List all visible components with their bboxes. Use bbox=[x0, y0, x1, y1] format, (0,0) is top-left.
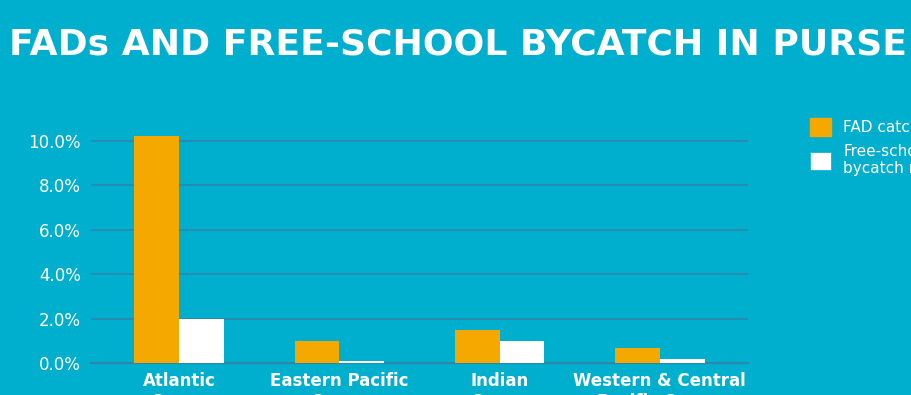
Bar bbox=[659, 359, 704, 363]
Text: FADs AND FREE-SCHOOL BYCATCH IN PURSE SEINE FISHERIES: FADs AND FREE-SCHOOL BYCATCH IN PURSE SE… bbox=[9, 28, 911, 62]
Legend: FAD catch bycatch, Free-school
bycatch rate: FAD catch bycatch, Free-school bycatch r… bbox=[804, 114, 911, 181]
Bar bbox=[179, 319, 224, 363]
Bar bbox=[134, 136, 179, 363]
Bar bbox=[455, 330, 499, 363]
Bar bbox=[614, 348, 659, 363]
Bar bbox=[294, 341, 339, 363]
Bar bbox=[339, 361, 384, 363]
Bar bbox=[499, 341, 544, 363]
